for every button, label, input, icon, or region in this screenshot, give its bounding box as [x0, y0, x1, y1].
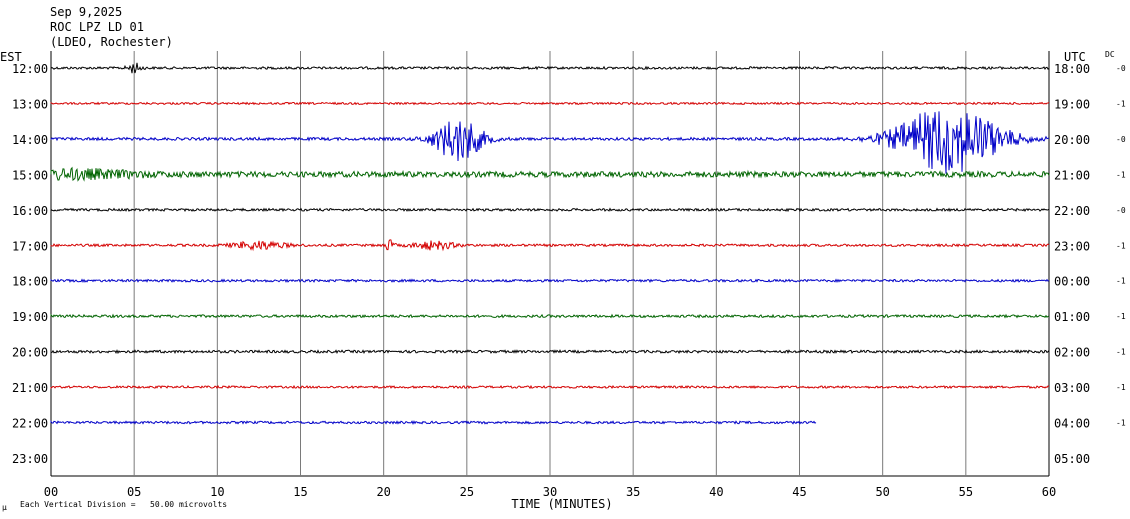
trace-4: [50, 207, 1050, 213]
trace-1: [50, 101, 1050, 106]
x-tick-55: 55: [959, 485, 973, 499]
trace-9: [50, 384, 1050, 390]
est-label-7: 19:00: [12, 310, 48, 324]
x-tick-45: 45: [792, 485, 806, 499]
trace-0: [50, 62, 1050, 74]
dc-value-4: -0: [1116, 206, 1126, 215]
trace-8: [50, 349, 1050, 355]
utc-label-1: 19:00: [1054, 97, 1090, 111]
utc-label-11: 05:00: [1054, 452, 1090, 466]
x-tick-40: 40: [709, 485, 723, 499]
utc-label-5: 23:00: [1054, 239, 1090, 253]
utc-label-10: 04:00: [1054, 417, 1090, 431]
est-label-9: 21:00: [12, 381, 48, 395]
est-label-2: 14:00: [12, 133, 48, 147]
est-label-8: 20:00: [12, 346, 48, 360]
x-tick-labels: 00 05 10 15 20 25 30 35 40 45 50 55 60: [44, 485, 1056, 499]
est-label-0: 12:00: [12, 62, 48, 76]
x-tick-50: 50: [875, 485, 889, 499]
trace-10: [50, 420, 817, 425]
trace-3: [50, 166, 1050, 182]
est-label-10: 22:00: [12, 417, 48, 431]
dc-value-5: -1: [1116, 241, 1126, 250]
scale-note: Each Vertical Division = 50.00 microvolt…: [20, 500, 227, 509]
x-tick-15: 15: [293, 485, 307, 499]
trace-group: [50, 62, 1050, 425]
x-tick-00: 00: [44, 485, 58, 499]
x-tick-10: 10: [210, 485, 224, 499]
header-station: ROC LPZ LD 01: [50, 20, 144, 34]
dc-value-8: -1: [1116, 348, 1126, 357]
est-label-3: 15:00: [12, 168, 48, 182]
trace-5: [50, 239, 1050, 252]
x-tick-30: 30: [543, 485, 557, 499]
utc-label-4: 22:00: [1054, 204, 1090, 218]
dc-value-6: -1: [1116, 277, 1126, 286]
trace-7: [50, 313, 1050, 319]
dc-label: DC: [1105, 50, 1115, 59]
trace-6: [50, 278, 1050, 284]
dc-value-9: -1: [1116, 383, 1126, 392]
dc-value-10: -1: [1116, 419, 1126, 428]
x-axis-label: TIME (MINUTES): [511, 497, 612, 511]
header-date: Sep 9,2025: [50, 5, 122, 19]
x-tick-60: 60: [1042, 485, 1056, 499]
utc-label-6: 00:00: [1054, 275, 1090, 289]
x-tick-05: 05: [127, 485, 141, 499]
dc-value-3: -1: [1116, 170, 1126, 179]
utc-label-7: 01:00: [1054, 310, 1090, 324]
x-tick-25: 25: [460, 485, 474, 499]
x-tick-35: 35: [626, 485, 640, 499]
trace-2: [50, 111, 1050, 174]
utc-label-3: 21:00: [1054, 168, 1090, 182]
scale-prefix: µ: [2, 503, 7, 512]
utc-label-9: 03:00: [1054, 381, 1090, 395]
header-network: (LDEO, Rochester): [50, 35, 173, 49]
dc-value-2: -0: [1116, 135, 1126, 144]
utc-label-0: 18:00: [1054, 62, 1090, 76]
est-label-6: 18:00: [12, 275, 48, 289]
est-label-5: 17:00: [12, 239, 48, 253]
est-label-1: 13:00: [12, 97, 48, 111]
row-labels: 12:00 18:00 -0 13:00 19:00 -1 14:00 20:00 -0 15:0…: [12, 62, 1126, 466]
left-axis-label: EST: [0, 50, 22, 64]
est-label-11: 23:00: [12, 452, 48, 466]
dc-value-0: -0: [1116, 64, 1126, 73]
est-label-4: 16:00: [12, 204, 48, 218]
dc-value-1: -1: [1116, 99, 1126, 108]
dc-value-7: -1: [1116, 312, 1126, 321]
utc-label-2: 20:00: [1054, 133, 1090, 147]
utc-label-8: 02:00: [1054, 346, 1090, 360]
plot-grid: [50, 51, 1050, 477]
x-tick-20: 20: [376, 485, 390, 499]
right-axis-label: UTC: [1064, 50, 1086, 64]
